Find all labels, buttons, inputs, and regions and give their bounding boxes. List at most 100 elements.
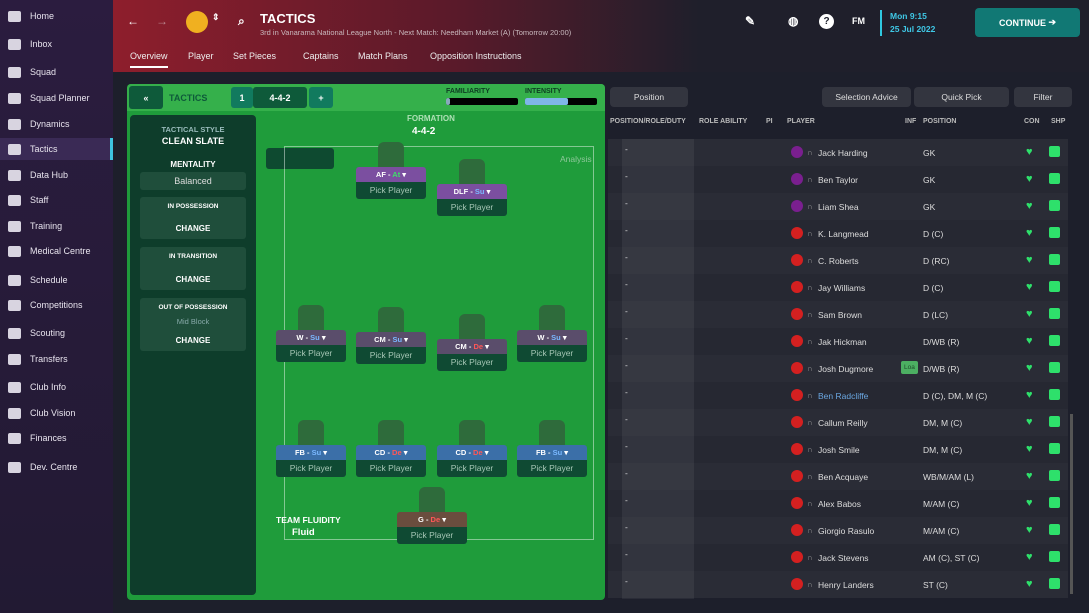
role-selector[interactable]: AF - At ▾ [356,167,426,182]
fm-menu[interactable]: FM [852,16,865,26]
player-name[interactable]: Callum Reilly [818,418,868,428]
table-row[interactable]: - ∩ Ben Radcliffe D (C), DM, M (C) ♥ [608,382,1068,409]
pick-player-dropdown[interactable]: Pick Player [397,527,467,544]
table-row[interactable]: - ∩ Jack Harding GK ♥ [608,139,1068,166]
player-name[interactable]: Sam Brown [818,310,862,320]
player-name[interactable]: Jack Harding [818,148,868,158]
sidebar-item-club-info[interactable]: Club Info [0,376,113,398]
table-row[interactable]: - ∩ Jak Hickman D/WB (R) ♥ [608,328,1068,355]
pick-player-dropdown[interactable]: Pick Player [437,199,507,216]
role-selector[interactable]: CM - Su ▾ [356,332,426,347]
table-row[interactable]: - ∩ Ben Taylor GK ♥ [608,166,1068,193]
table-row[interactable]: - ∩ Giorgio Rasulo M/AM (C) ♥ [608,517,1068,544]
scrollbar[interactable] [1070,414,1073,594]
sidebar-item-scouting[interactable]: Scouting [0,322,113,344]
filter-button[interactable]: Filter [1014,87,1072,107]
player-name[interactable]: Jack Stevens [818,553,869,563]
in-possession-change-button[interactable]: CHANGE [175,224,211,233]
continue-button[interactable]: CONTINUE ➔ [975,8,1080,37]
sidebar-item-data-hub[interactable]: Data Hub [0,164,113,186]
table-row[interactable]: - ∩ K. Langmead D (C) ♥ [608,220,1068,247]
position-slot[interactable]: W - Su ▾ Pick Player [517,305,587,362]
out-of-possession-change-button[interactable]: CHANGE [175,336,211,345]
table-row[interactable]: - ∩ Alex Babos M/AM (C) ♥ [608,490,1068,517]
sidebar-item-dynamics[interactable]: Dynamics [0,113,113,135]
quick-pick-button[interactable]: Quick Pick [914,87,1009,107]
role-selector[interactable]: FB - Su ▾ [276,445,346,460]
player-name[interactable]: Jay Williams [818,283,866,293]
role-selector[interactable]: DLF - Su ▾ [437,184,507,199]
sidebar-item-medical-centre[interactable]: Medical Centre [0,240,113,262]
position-slot[interactable]: CD - De ▾ Pick Player [437,420,507,477]
col-shp[interactable]: SHP [1051,118,1066,125]
player-name[interactable]: Ben Acquaye [818,472,869,482]
tab-set-pieces[interactable]: Set Pieces [233,51,277,61]
club-badge-icon[interactable] [186,11,208,33]
collapse-button[interactable]: « [129,86,163,109]
position-slot[interactable]: CM - Su ▾ Pick Player [356,307,426,364]
table-row[interactable]: - ∩ Henry Landers ST (C) ♥ [608,571,1068,598]
position-slot[interactable]: G - De ▾ Pick Player [397,487,467,544]
position-slot[interactable]: CD - De ▾ Pick Player [356,420,426,477]
pick-player-dropdown[interactable]: Pick Player [276,460,346,477]
player-name[interactable]: Josh Dugmore [818,364,874,374]
pick-player-dropdown[interactable]: Pick Player [356,460,426,477]
role-selector[interactable]: FB - Su ▾ [517,445,587,460]
player-name[interactable]: Ben Taylor [818,175,859,185]
player-name[interactable]: Henry Landers [818,580,874,590]
col-inf[interactable]: INF [905,118,917,125]
table-row[interactable]: - ∩ Jay Williams D (C) ♥ [608,274,1068,301]
sidebar-item-squad[interactable]: Squad [0,61,113,83]
player-name[interactable]: Giorgio Rasulo [818,526,875,536]
sidebar-item-inbox[interactable]: Inbox [0,33,113,55]
table-row[interactable]: - ∩ C. Roberts D (RC) ♥ [608,247,1068,274]
club-switch-icon[interactable]: ⇕ [212,12,220,22]
tactical-style-dropdown[interactable]: CLEAN SLATE [161,136,225,146]
table-row[interactable]: - ∩ Josh Dugmore Loa D/WB (R) ♥ [608,355,1068,382]
pick-player-dropdown[interactable]: Pick Player [276,345,346,362]
tab-player[interactable]: Player [188,51,214,61]
position-slot[interactable]: FB - Su ▾ Pick Player [276,420,346,477]
col-pi[interactable]: PI [766,118,773,125]
tab-captains[interactable]: Captains [303,51,339,61]
position-slot[interactable]: AF - At ▾ Pick Player [356,142,426,199]
table-row[interactable]: - ∩ Sam Brown D (LC) ♥ [608,301,1068,328]
player-name[interactable]: Liam Shea [818,202,859,212]
role-selector[interactable]: CM - De ▾ [437,339,507,354]
in-transition-change-button[interactable]: CHANGE [175,275,211,284]
formation-dropdown[interactable]: 4-4-2 [253,87,307,108]
pick-player-dropdown[interactable]: Pick Player [437,354,507,371]
sidebar-item-competitions[interactable]: Competitions [0,294,113,316]
sidebar-item-tactics[interactable]: Tactics [0,138,113,160]
tactic-slot[interactable]: 1 [231,87,253,108]
sidebar-item-club-vision[interactable]: Club Vision [0,402,113,424]
pick-player-dropdown[interactable]: Pick Player [517,460,587,477]
table-row[interactable]: - ∩ Ben Acquaye WB/M/AM (L) ♥ [608,463,1068,490]
pick-player-dropdown[interactable]: Pick Player [356,182,426,199]
role-selector[interactable]: G - De ▾ [397,512,467,527]
sidebar-item-transfers[interactable]: Transfers [0,348,113,370]
help-icon[interactable]: ? [819,14,834,29]
analysis-button[interactable]: Analysis [560,154,592,164]
position-slot[interactable]: DLF - Su ▾ Pick Player [437,159,507,216]
role-selector[interactable]: W - Su ▾ [517,330,587,345]
player-name[interactable]: Jak Hickman [818,337,867,347]
pick-player-dropdown[interactable]: Pick Player [517,345,587,362]
tab-opposition-instructions[interactable]: Opposition Instructions [430,51,522,61]
sidebar-item-staff[interactable]: Staff [0,189,113,211]
player-name[interactable]: Ben Radcliffe [818,391,869,401]
sidebar-item-home[interactable]: Home [0,5,113,27]
sidebar-item-dev-centre[interactable]: Dev. Centre [0,456,113,478]
table-row[interactable]: - ∩ Liam Shea GK ♥ [608,193,1068,220]
pick-player-dropdown[interactable]: Pick Player [356,347,426,364]
table-row[interactable]: - ∩ Jack Stevens AM (C), ST (C) ♥ [608,544,1068,571]
player-name[interactable]: Josh Smile [818,445,860,455]
role-selector[interactable]: CD - De ▾ [356,445,426,460]
forward-icon[interactable]: → [156,14,168,28]
globe-icon[interactable]: ◍ [788,14,799,28]
col-position-role-duty[interactable]: POSITION/ROLE/DUTY [610,118,686,125]
back-icon[interactable]: ← [127,14,139,28]
pick-player-dropdown[interactable]: Pick Player [437,460,507,477]
position-slot[interactable]: FB - Su ▾ Pick Player [517,420,587,477]
table-row[interactable]: - ∩ Josh Smile DM, M (C) ♥ [608,436,1068,463]
